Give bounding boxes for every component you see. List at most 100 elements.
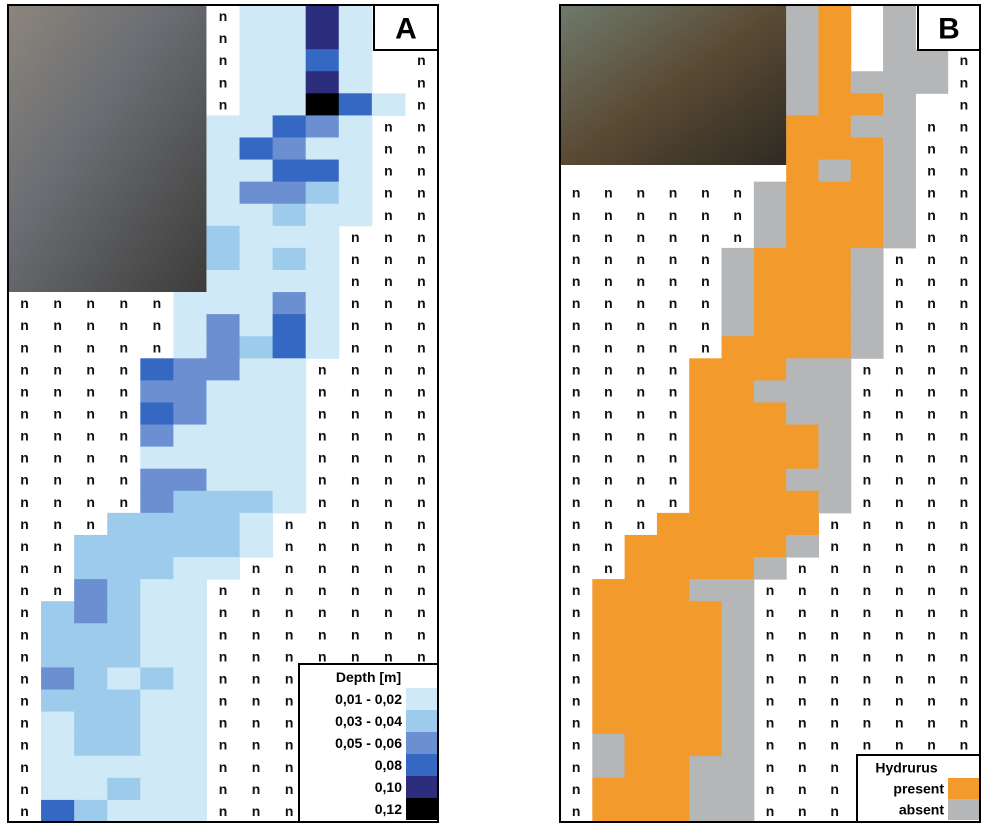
- cell-label: n: [384, 516, 393, 532]
- cell: [786, 534, 819, 558]
- cell-label: n: [20, 582, 29, 598]
- cell: [818, 336, 852, 359]
- cell-label: n: [219, 715, 228, 731]
- cell: [173, 623, 207, 646]
- cell-label: n: [572, 472, 581, 488]
- cell-label: n: [20, 781, 29, 797]
- cell: [721, 402, 755, 426]
- cell: [206, 336, 241, 359]
- cell: [41, 733, 75, 757]
- cell-label: n: [830, 626, 839, 642]
- cell-label: n: [960, 670, 969, 686]
- cell: [656, 579, 690, 602]
- cell-label: n: [417, 648, 426, 664]
- cell: [41, 667, 75, 691]
- cell: [173, 292, 207, 315]
- cell-label: n: [285, 759, 294, 775]
- cell: [338, 203, 373, 227]
- cell: [689, 579, 723, 602]
- cell: [173, 645, 207, 668]
- cell-label: n: [927, 560, 936, 576]
- cell: [140, 424, 174, 448]
- cell-label: n: [417, 317, 426, 333]
- cell: [173, 579, 207, 602]
- cell-label: n: [669, 494, 678, 510]
- cell-label: n: [86, 450, 95, 466]
- cell: [272, 380, 307, 403]
- cell: [140, 689, 174, 713]
- cell-label: n: [53, 450, 62, 466]
- cell-label: n: [351, 604, 360, 620]
- cell-label: n: [798, 626, 807, 642]
- cell-label: n: [895, 472, 904, 488]
- cell: [786, 93, 819, 116]
- cell-label: n: [384, 406, 393, 422]
- cell-label: n: [604, 229, 613, 245]
- cell: [140, 733, 174, 757]
- cell: [41, 755, 75, 779]
- cell: [689, 534, 723, 558]
- cell-label: n: [86, 383, 95, 399]
- cell-label: n: [20, 737, 29, 753]
- cell-label: n: [572, 185, 581, 201]
- cell-label: n: [927, 626, 936, 642]
- cell: [272, 5, 307, 28]
- legend-swatch: [406, 798, 437, 820]
- cell-label: n: [604, 383, 613, 399]
- cell-label: n: [20, 361, 29, 377]
- cell: [656, 667, 690, 691]
- cell: [338, 137, 373, 161]
- cell-label: n: [766, 648, 775, 664]
- cell: [883, 5, 916, 28]
- cell-label: n: [895, 516, 904, 532]
- cell: [753, 314, 787, 337]
- cell-label: n: [669, 251, 678, 267]
- cell-label: n: [636, 273, 645, 289]
- cell: [689, 446, 723, 470]
- cell-label: n: [318, 450, 327, 466]
- cell-label: n: [830, 648, 839, 664]
- cell-label: n: [351, 516, 360, 532]
- cell-label: n: [20, 803, 29, 819]
- cell: [140, 711, 174, 735]
- panel-letter: A: [395, 13, 417, 46]
- cell-label: n: [417, 96, 426, 112]
- cell-label: n: [384, 626, 393, 642]
- cell-label: n: [53, 339, 62, 355]
- cell: [305, 93, 340, 116]
- cell-label: n: [669, 428, 678, 444]
- cell: [786, 336, 819, 359]
- cell: [624, 755, 658, 779]
- cell: [818, 358, 852, 381]
- cell-label: n: [351, 317, 360, 333]
- cell: [173, 314, 207, 337]
- cell-label: n: [53, 516, 62, 532]
- cell-label: n: [572, 229, 581, 245]
- cell-label: n: [572, 450, 581, 466]
- cell-label: n: [572, 582, 581, 598]
- cell-label: n: [384, 339, 393, 355]
- cell-label: n: [417, 472, 426, 488]
- cell: [753, 181, 787, 205]
- cell-label: n: [384, 207, 393, 223]
- cell-label: n: [927, 163, 936, 179]
- cell: [272, 336, 307, 359]
- legend-swatch: [406, 688, 437, 710]
- cell-label: n: [830, 737, 839, 753]
- cell: [140, 358, 174, 381]
- cell-label: n: [417, 52, 426, 68]
- cell-label: n: [351, 428, 360, 444]
- cell: [656, 755, 690, 779]
- cell-label: n: [86, 472, 95, 488]
- cell: [818, 115, 852, 138]
- cell: [592, 799, 626, 823]
- cell-label: n: [572, 626, 581, 642]
- cell: [656, 601, 690, 624]
- cell-label: n: [86, 428, 95, 444]
- cell-label: n: [219, 604, 228, 620]
- cell-label: n: [960, 693, 969, 709]
- cell: [786, 424, 819, 448]
- cell: [272, 402, 307, 426]
- cell-label: n: [766, 759, 775, 775]
- cell-label: n: [20, 295, 29, 311]
